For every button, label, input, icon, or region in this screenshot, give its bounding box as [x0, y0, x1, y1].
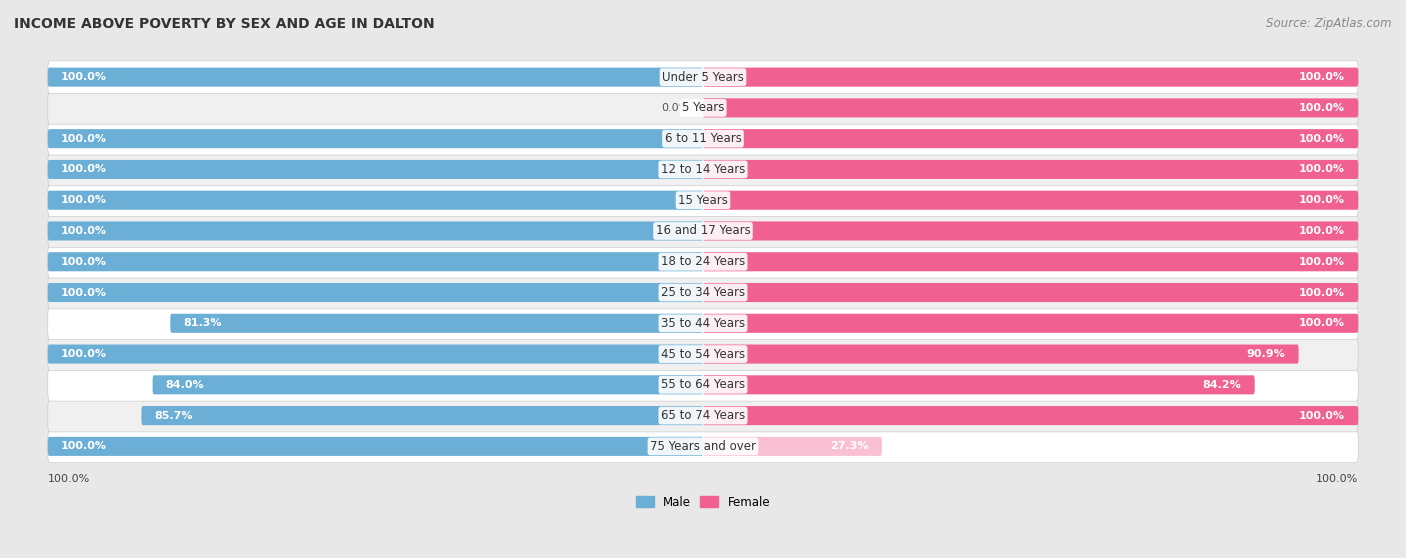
Text: 84.0%: 84.0%: [166, 380, 204, 390]
Text: 12 to 14 Years: 12 to 14 Years: [661, 163, 745, 176]
FancyBboxPatch shape: [703, 252, 1358, 271]
FancyBboxPatch shape: [48, 122, 1358, 155]
FancyBboxPatch shape: [48, 215, 1358, 247]
Text: 27.3%: 27.3%: [831, 441, 869, 451]
FancyBboxPatch shape: [48, 68, 703, 86]
Text: 85.7%: 85.7%: [155, 411, 193, 421]
FancyBboxPatch shape: [48, 307, 1358, 340]
FancyBboxPatch shape: [703, 68, 1358, 86]
Text: 100.0%: 100.0%: [1299, 165, 1346, 175]
Text: 15 Years: 15 Years: [678, 194, 728, 206]
Text: 81.3%: 81.3%: [183, 318, 222, 328]
FancyBboxPatch shape: [48, 344, 703, 364]
Text: 100.0%: 100.0%: [1299, 134, 1346, 143]
Text: INCOME ABOVE POVERTY BY SEX AND AGE IN DALTON: INCOME ABOVE POVERTY BY SEX AND AGE IN D…: [14, 17, 434, 31]
Text: 5 Years: 5 Years: [682, 102, 724, 114]
Text: 0.0%: 0.0%: [662, 103, 690, 113]
FancyBboxPatch shape: [703, 191, 1358, 210]
FancyBboxPatch shape: [48, 368, 1358, 401]
Text: 90.9%: 90.9%: [1247, 349, 1285, 359]
FancyBboxPatch shape: [48, 430, 1358, 463]
FancyBboxPatch shape: [703, 160, 1358, 179]
FancyBboxPatch shape: [48, 437, 703, 456]
Text: 65 to 74 Years: 65 to 74 Years: [661, 409, 745, 422]
FancyBboxPatch shape: [48, 276, 1358, 309]
Text: Under 5 Years: Under 5 Years: [662, 71, 744, 84]
Text: 16 and 17 Years: 16 and 17 Years: [655, 224, 751, 238]
FancyBboxPatch shape: [703, 376, 1254, 395]
Text: 100.0%: 100.0%: [60, 72, 107, 82]
Text: 100.0%: 100.0%: [60, 226, 107, 236]
Text: 100.0%: 100.0%: [60, 349, 107, 359]
Text: 100.0%: 100.0%: [1299, 257, 1346, 267]
Text: 100.0%: 100.0%: [1299, 195, 1346, 205]
Legend: Male, Female: Male, Female: [631, 491, 775, 513]
FancyBboxPatch shape: [48, 92, 1358, 124]
Text: 55 to 64 Years: 55 to 64 Years: [661, 378, 745, 391]
FancyBboxPatch shape: [48, 191, 703, 210]
FancyBboxPatch shape: [142, 406, 703, 425]
FancyBboxPatch shape: [703, 222, 1358, 240]
Text: 84.2%: 84.2%: [1204, 380, 1241, 390]
Text: 100.0%: 100.0%: [60, 257, 107, 267]
FancyBboxPatch shape: [703, 406, 1358, 425]
FancyBboxPatch shape: [48, 222, 703, 240]
FancyBboxPatch shape: [48, 129, 703, 148]
Text: 100.0%: 100.0%: [60, 287, 107, 297]
FancyBboxPatch shape: [703, 98, 1358, 117]
Text: 100.0%: 100.0%: [1316, 474, 1358, 484]
FancyBboxPatch shape: [170, 314, 703, 333]
Text: 100.0%: 100.0%: [1299, 287, 1346, 297]
FancyBboxPatch shape: [703, 129, 1358, 148]
FancyBboxPatch shape: [48, 61, 1358, 93]
FancyBboxPatch shape: [703, 344, 1299, 364]
FancyBboxPatch shape: [48, 400, 1358, 432]
FancyBboxPatch shape: [48, 160, 703, 179]
Text: 100.0%: 100.0%: [60, 441, 107, 451]
Text: 75 Years and over: 75 Years and over: [650, 440, 756, 453]
Text: 100.0%: 100.0%: [1299, 318, 1346, 328]
Text: 100.0%: 100.0%: [60, 195, 107, 205]
Text: Source: ZipAtlas.com: Source: ZipAtlas.com: [1267, 17, 1392, 30]
FancyBboxPatch shape: [703, 437, 882, 456]
FancyBboxPatch shape: [48, 283, 703, 302]
Text: 100.0%: 100.0%: [1299, 103, 1346, 113]
Text: 100.0%: 100.0%: [1299, 72, 1346, 82]
FancyBboxPatch shape: [48, 338, 1358, 371]
Text: 100.0%: 100.0%: [1299, 411, 1346, 421]
FancyBboxPatch shape: [48, 246, 1358, 278]
Text: 100.0%: 100.0%: [60, 134, 107, 143]
FancyBboxPatch shape: [48, 153, 1358, 186]
Text: 100.0%: 100.0%: [1299, 226, 1346, 236]
Text: 25 to 34 Years: 25 to 34 Years: [661, 286, 745, 299]
FancyBboxPatch shape: [703, 314, 1358, 333]
Text: 45 to 54 Years: 45 to 54 Years: [661, 348, 745, 360]
FancyBboxPatch shape: [153, 376, 703, 395]
FancyBboxPatch shape: [703, 283, 1358, 302]
Text: 6 to 11 Years: 6 to 11 Years: [665, 132, 741, 145]
Text: 100.0%: 100.0%: [60, 165, 107, 175]
Text: 100.0%: 100.0%: [48, 474, 90, 484]
Text: 18 to 24 Years: 18 to 24 Years: [661, 255, 745, 268]
FancyBboxPatch shape: [48, 252, 703, 271]
FancyBboxPatch shape: [48, 184, 1358, 217]
Text: 35 to 44 Years: 35 to 44 Years: [661, 317, 745, 330]
